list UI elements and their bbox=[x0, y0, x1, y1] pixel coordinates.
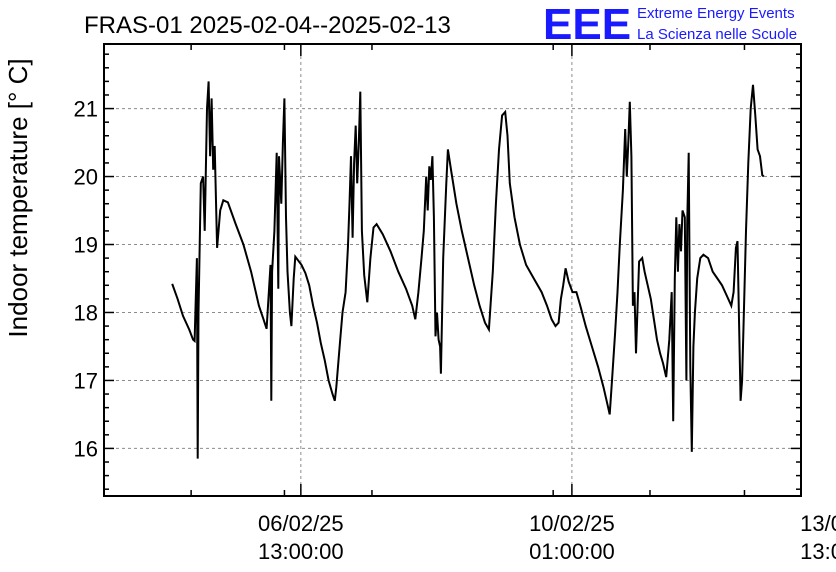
x-tick-label-date: 13/02/25 bbox=[800, 511, 836, 536]
y-tick-label: 20 bbox=[74, 165, 98, 190]
logo-mark: EEE bbox=[543, 0, 631, 49]
plot-frame bbox=[103, 43, 802, 497]
axes bbox=[103, 43, 802, 497]
tick-labels: 16 17 18 19 20 21 06/02/25 13:00:00 10/02/25 01:0… bbox=[74, 97, 836, 564]
x-tick-label-date: 06/02/25 bbox=[258, 511, 344, 536]
eee-logo: EEE Extreme Energy Events La Scienza nel… bbox=[543, 0, 797, 49]
chart-title: FRAS-01 2025-02-04--2025-02-13 bbox=[84, 12, 451, 39]
y-axis-label: Indoor temperature [° C] bbox=[3, 58, 33, 337]
y-tick-label: 17 bbox=[74, 368, 98, 393]
x-tick-label-time: 01:00:00 bbox=[529, 539, 615, 564]
y-tick-label: 18 bbox=[74, 300, 98, 325]
series-layer bbox=[171, 81, 765, 459]
x-tick-label-time: 13:00:00 bbox=[800, 539, 836, 564]
temperature-series-line bbox=[171, 81, 765, 459]
x-tick-label-date: 10/02/25 bbox=[529, 511, 615, 536]
y-tick-label: 16 bbox=[74, 436, 98, 461]
y-tick-label: 19 bbox=[74, 233, 98, 258]
x-tick-label-time: 13:00:00 bbox=[258, 539, 344, 564]
y-tick-label: 21 bbox=[74, 97, 98, 122]
logo-line-1: Extreme Energy Events bbox=[637, 5, 795, 22]
logo-line-2: La Scienza nelle Scuole bbox=[637, 26, 797, 43]
